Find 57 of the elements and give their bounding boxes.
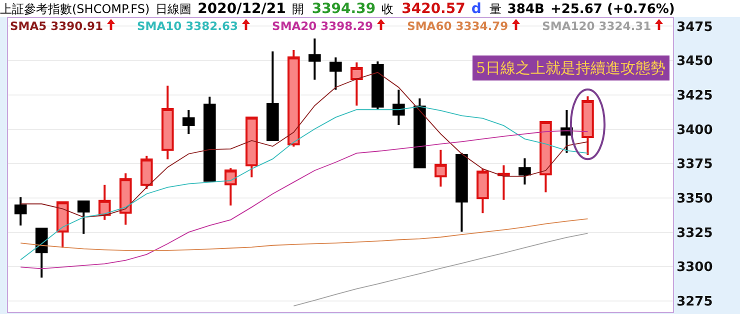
candlestick <box>518 157 531 186</box>
line-series <box>20 106 588 260</box>
candlestick <box>224 167 237 207</box>
line-series <box>293 232 588 306</box>
text: +25.67 (+0.76%) <box>550 2 675 16</box>
y-tick-label: 3375 <box>676 157 713 172</box>
text: SMA120 3324.31 <box>542 19 652 33</box>
line-series <box>20 130 588 270</box>
candlestick <box>330 56 342 91</box>
candlestick <box>98 184 111 221</box>
y-tick-label: 3475 <box>676 20 713 35</box>
text: 3394.39 <box>312 1 376 17</box>
chart-title: 上証參考指數(SHCOMP.FS) <box>0 0 150 18</box>
candlestick <box>308 37 321 81</box>
candlestick <box>204 96 216 182</box>
candlestick <box>77 199 90 235</box>
candlestick <box>246 116 258 178</box>
annotation: 5日線之上就是持續進攻態勢 <box>476 59 666 77</box>
text: 量 <box>489 0 502 18</box>
text: SMA10 3382.63 <box>137 19 240 33</box>
y-tick-label: 3300 <box>676 260 713 276</box>
text: 收 <box>382 0 394 18</box>
candlestick <box>35 228 48 279</box>
y-tick-label: 3450 <box>676 54 713 70</box>
candlestick <box>392 88 405 126</box>
candlestick <box>161 84 174 160</box>
candlestick <box>14 196 27 226</box>
y-tick-label: 3350 <box>676 192 713 207</box>
candlestick <box>582 95 594 156</box>
candlestick <box>456 152 468 233</box>
text: SMA60 3334.79 <box>407 19 510 33</box>
candlestick <box>288 49 300 148</box>
line-series <box>20 218 588 251</box>
candlestick <box>434 148 447 188</box>
candlestick <box>498 164 510 201</box>
text: SMA20 3398.29 <box>272 19 374 33</box>
candlestick <box>372 60 384 110</box>
text: 日線圖 <box>156 0 192 18</box>
y-tick-label: 3425 <box>676 88 713 104</box>
candlestick <box>476 168 489 214</box>
y-tick-label: 3275 <box>676 294 713 310</box>
candlestick <box>540 120 552 194</box>
candlestick <box>56 201 69 249</box>
text: SMA5 3390.91 <box>10 19 104 33</box>
candlestick <box>414 97 426 168</box>
y-tick-label: 3325 <box>676 226 713 241</box>
text: 開 <box>292 0 304 18</box>
candlestick <box>350 61 363 107</box>
candlestick <box>140 154 153 190</box>
text: 2020/12/21 <box>198 1 286 17</box>
candlestick <box>182 109 195 135</box>
text: 384B <box>507 2 544 16</box>
y-tick-label: 3400 <box>676 122 713 138</box>
candlestick <box>119 172 132 226</box>
text: d <box>471 1 482 17</box>
candlestick <box>266 50 279 141</box>
text: 3420.57 <box>402 1 466 17</box>
